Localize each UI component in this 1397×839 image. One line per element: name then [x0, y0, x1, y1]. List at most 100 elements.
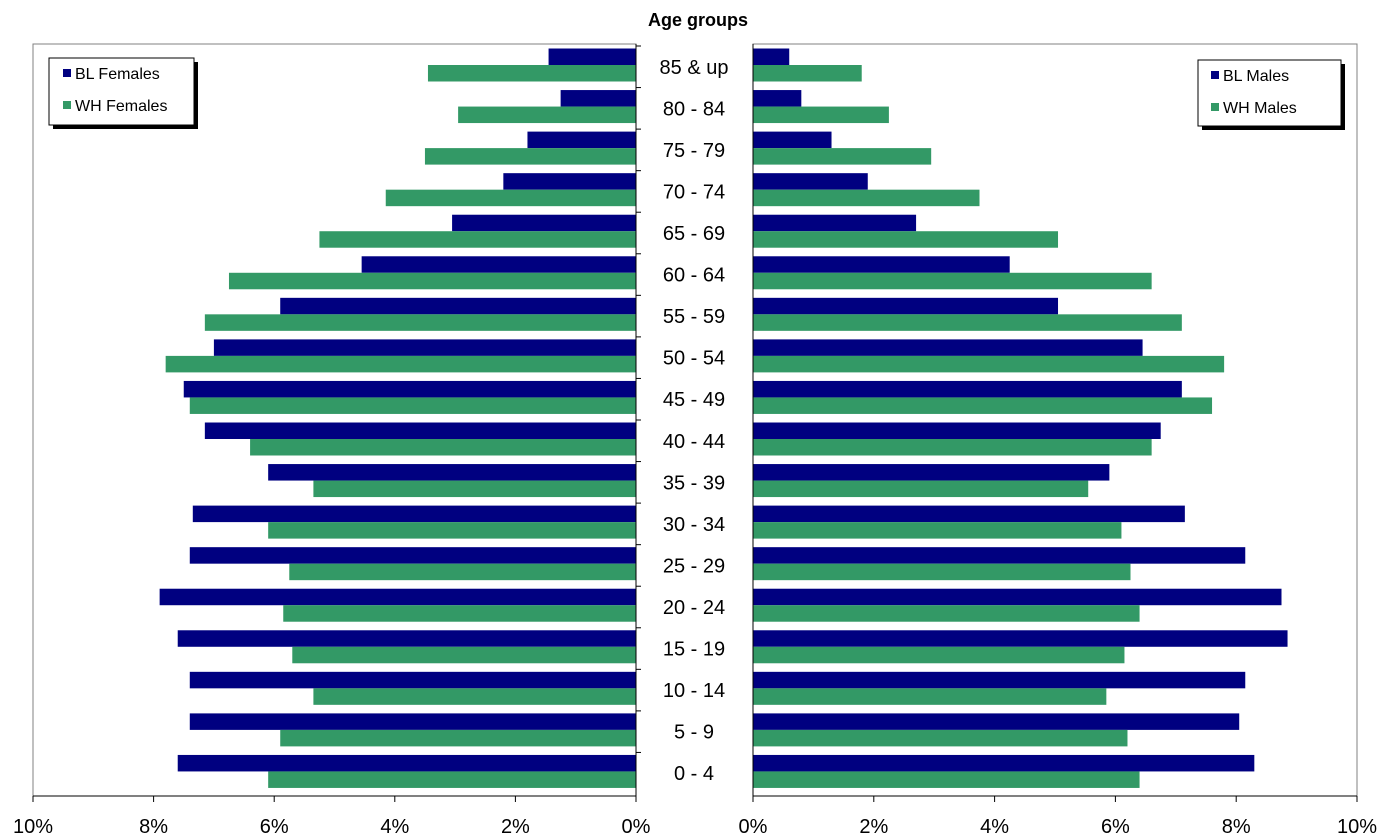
bar-bl-females-40-44	[204, 422, 636, 439]
females-x-tick-label: 0%	[622, 816, 651, 838]
bar-wh-males-55-59	[753, 314, 1182, 331]
bar-bl-males-0-4	[753, 754, 1255, 772]
females-legend-box	[48, 57, 195, 126]
age-label-25-29: 25 - 29	[663, 555, 725, 577]
bar-wh-females-25-29	[289, 563, 636, 581]
males-legend-box	[1197, 59, 1342, 127]
bar-wh-males-85-and-up	[753, 65, 862, 82]
bar-wh-females-65-69	[319, 231, 636, 248]
bar-bl-females-70-74	[503, 173, 636, 190]
males-x-tick-label: 0%	[739, 816, 768, 838]
bar-wh-females-10-14	[313, 688, 636, 705]
bar-bl-females-65-69	[452, 214, 636, 232]
bar-bl-females-50-54	[213, 339, 636, 356]
age-label-15-19: 15 - 19	[663, 639, 725, 661]
age-label-65-69: 65 - 69	[663, 223, 725, 245]
males-plot-frame	[752, 43, 1358, 797]
bar-wh-males-15-19	[753, 646, 1125, 664]
legend-label-wh-females: WH Females	[75, 98, 167, 115]
age-label-45-49: 45 - 49	[663, 389, 725, 411]
bar-wh-males-25-29	[753, 563, 1131, 581]
legend-swatch-bl-males	[1211, 71, 1219, 79]
bar-bl-males-35-39	[753, 464, 1110, 481]
bar-bl-males-45-49	[753, 380, 1182, 398]
bar-wh-males-60-64	[753, 272, 1152, 290]
bar-bl-females-85-and-up	[548, 48, 636, 65]
bar-wh-females-50-54	[165, 355, 636, 373]
legend-swatch-wh-males	[1211, 103, 1219, 111]
bar-bl-males-25-29	[753, 547, 1246, 564]
bar-bl-males-5-9	[753, 713, 1240, 730]
bar-bl-females-5-9	[189, 713, 636, 730]
bar-bl-females-30-34	[192, 505, 637, 523]
legend-label-bl-females: BL Females	[75, 66, 160, 83]
bar-wh-females-45-49	[189, 397, 636, 414]
bar-bl-males-40-44	[753, 422, 1161, 439]
bar-bl-females-10-14	[189, 671, 636, 689]
bar-bl-females-0-4	[177, 754, 636, 772]
age-label-80-84: 80 - 84	[663, 98, 725, 120]
males-x-tick-label: 2%	[859, 816, 888, 838]
bar-bl-males-15-19	[753, 630, 1288, 647]
females-x-tick-label: 4%	[380, 816, 409, 838]
bar-wh-females-70-74	[385, 189, 636, 207]
bar-wh-females-60-64	[228, 272, 636, 290]
bar-wh-females-75-79	[424, 148, 636, 165]
bar-wh-females-5-9	[280, 729, 636, 747]
legend-swatch-bl-females	[63, 69, 71, 77]
bar-bl-females-75-79	[527, 131, 636, 149]
bar-bl-males-80-84	[753, 90, 802, 107]
females-legend: BL Females WH Females	[48, 57, 198, 129]
bar-bl-females-35-39	[268, 464, 636, 481]
age-label-75-79: 75 - 79	[663, 140, 725, 162]
females-x-tick-label: 8%	[139, 816, 168, 838]
males-x-tick-label: 10%	[1337, 816, 1377, 838]
bar-wh-males-30-34	[753, 522, 1122, 539]
bar-bl-males-55-59	[753, 297, 1059, 315]
males-x-tick-label: 6%	[1101, 816, 1130, 838]
age-group-labels: 0 - 4 5 - 9 10 - 14 15 - 19 20 - 24 25 - 29 30…	[660, 57, 729, 785]
bar-wh-males-35-39	[753, 480, 1089, 498]
bar-wh-females-20-24	[283, 605, 636, 622]
age-label-5-9: 5 - 9	[674, 722, 714, 744]
age-label-35-39: 35 - 39	[663, 472, 725, 494]
chart-title: Age groups	[648, 10, 748, 30]
age-label-70-74: 70 - 74	[663, 181, 725, 203]
age-label-60-64: 60 - 64	[663, 265, 725, 287]
males-x-tick-label: 4%	[980, 816, 1009, 838]
age-label-30-34: 30 - 34	[663, 514, 725, 536]
bar-bl-males-10-14	[753, 671, 1246, 689]
bar-bl-females-20-24	[159, 588, 636, 606]
age-label-0-4: 0 - 4	[674, 763, 714, 785]
axes-layer	[33, 44, 1357, 797]
bar-bl-males-70-74	[753, 173, 868, 190]
bar-wh-males-20-24	[753, 605, 1140, 622]
males-x-tick-label: 8%	[1222, 816, 1251, 838]
age-label-55-59: 55 - 59	[663, 306, 725, 328]
bar-wh-males-65-69	[753, 231, 1059, 248]
bar-wh-females-80-84	[458, 106, 637, 124]
bar-bl-males-75-79	[753, 131, 832, 149]
males-legend: BL Males WH Males	[1197, 59, 1345, 130]
bar-bl-males-30-34	[753, 505, 1185, 523]
bar-bl-males-50-54	[753, 339, 1143, 356]
bar-wh-males-0-4	[753, 771, 1140, 788]
bar-wh-males-5-9	[753, 729, 1128, 747]
bar-wh-females-30-34	[268, 522, 636, 539]
age-label-40-44: 40 - 44	[663, 431, 725, 453]
bar-wh-males-80-84	[753, 106, 889, 124]
bar-wh-females-40-44	[250, 439, 636, 456]
bar-bl-females-15-19	[177, 630, 636, 647]
bar-wh-males-10-14	[753, 688, 1107, 705]
bar-bl-males-65-69	[753, 214, 917, 232]
bar-wh-females-55-59	[204, 314, 636, 331]
bar-wh-males-40-44	[753, 439, 1152, 456]
bar-wh-males-75-79	[753, 148, 932, 165]
legend-swatch-wh-females	[63, 101, 71, 109]
bar-wh-females-35-39	[313, 480, 636, 498]
age-label-50-54: 50 - 54	[663, 348, 725, 370]
females-x-tick-label: 10%	[13, 816, 53, 838]
bar-bl-females-60-64	[361, 256, 636, 273]
age-label-20-24: 20 - 24	[663, 597, 725, 619]
